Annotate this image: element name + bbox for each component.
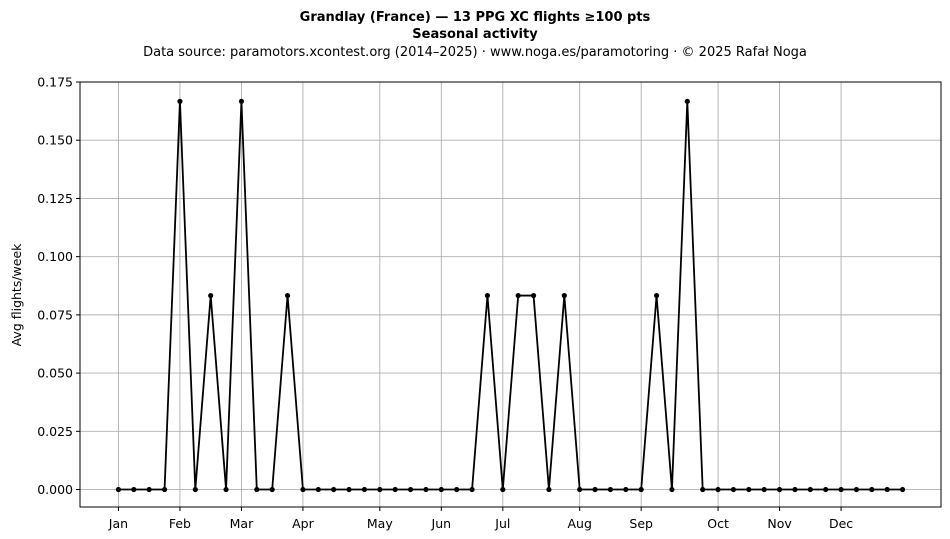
chart-subtitle: Seasonal activity [412,27,538,42]
data-point [607,486,614,493]
x-tick-label: Nov [767,516,792,531]
data-point [715,486,721,493]
data-point [331,486,337,493]
y-tick-label: 0.050 [37,366,73,381]
data-point [438,486,444,493]
data-point [192,486,198,493]
data-point [469,486,475,493]
data-point [161,486,168,493]
data-point [269,486,275,493]
data-point [638,486,644,493]
data-point [223,486,229,493]
x-tick-label: May [367,516,393,531]
x-tick-label: Jul [494,516,510,531]
data-point [669,486,675,493]
x-tick-label: Jun [431,516,452,531]
data-point [146,486,152,493]
x-tick-label: Jan [108,516,128,531]
data-point [730,486,737,493]
chart-source-line: Data source: paramotors.xcontest.org (20… [143,45,807,60]
data-point [884,486,890,493]
data-point [131,486,137,493]
data-point [823,486,829,493]
y-tick-label: 0.075 [37,307,73,322]
x-tick-label: Apr [292,516,314,531]
data-point [899,486,906,493]
y-tick-label: 0.025 [37,424,73,439]
data-point [853,486,860,493]
data-point [700,486,706,493]
x-tick-label: Mar [230,516,254,531]
data-point [392,486,398,493]
data-point [592,486,598,493]
ticks: 0.000 0.025 0.050 0.075 0.100 0.125 0.150 0.175… [37,75,853,532]
data-point [500,486,506,493]
data-point [115,486,122,493]
y-tick-label: 0.000 [37,482,73,497]
data-point [546,486,552,493]
plot-frame [79,81,942,508]
data-point [577,486,583,493]
data-point [869,486,875,493]
data-point [407,486,414,493]
series-line [118,100,903,491]
series-line-group [118,100,903,491]
data-point [377,486,383,493]
data-point [254,486,260,493]
x-tick-label: Oct [707,516,729,531]
data-point [792,486,798,493]
x-tick-label: Aug [567,516,591,531]
series-points-group [115,98,906,493]
y-axis-label: Avg flights/week [9,243,24,347]
data-point [684,98,690,104]
data-point [515,292,521,299]
data-point [284,292,291,299]
y-tick-label: 0.100 [37,249,73,264]
y-tick-label: 0.125 [37,191,73,206]
chart-title: Grandlay (France) — 13 PPG XC flights ≥1… [300,10,651,25]
data-point [561,292,567,299]
data-point [346,486,352,493]
data-point [423,486,429,493]
data-point [238,98,245,104]
y-tick-label: 0.150 [37,133,73,148]
data-point [300,486,306,493]
x-tick-label: Dec [829,516,853,531]
data-point [361,486,368,493]
data-point [623,486,629,493]
y-tick-label: 0.175 [37,75,73,90]
data-point [177,98,183,104]
data-point [761,486,767,493]
data-point [208,292,214,299]
x-tick-label: Sep [629,516,653,531]
data-point [315,486,321,493]
data-point [746,486,752,493]
data-point [807,486,813,493]
data-point [776,486,783,493]
data-point [653,292,660,299]
grid [80,81,941,507]
data-point [838,486,844,493]
data-point [530,292,537,299]
data-point [484,292,491,299]
data-point [454,486,460,493]
x-tick-label: Feb [169,516,191,531]
